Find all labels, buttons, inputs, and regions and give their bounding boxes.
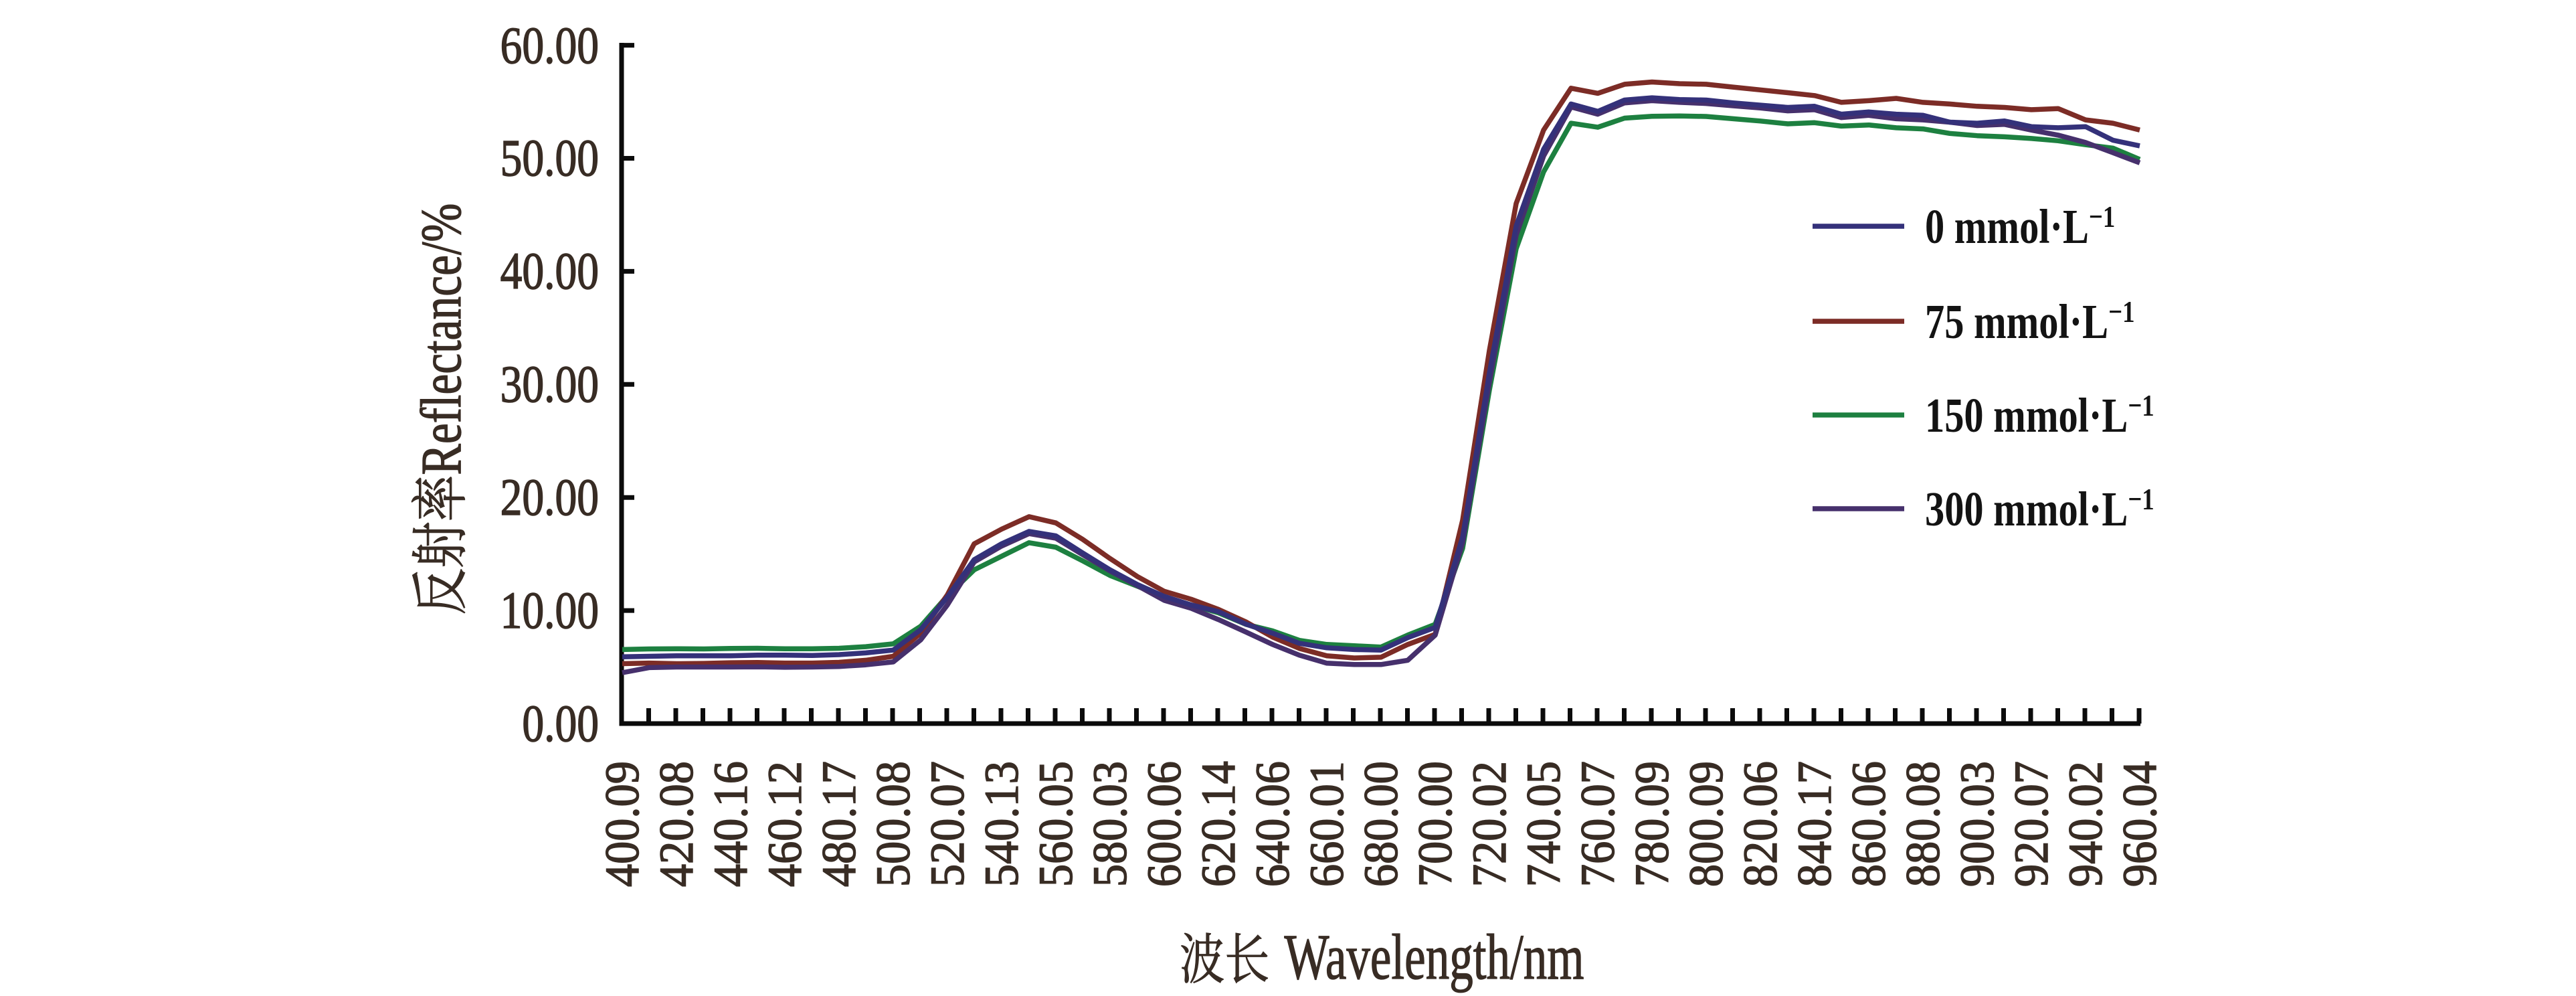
svg-text:780.09: 780.09 bbox=[1625, 761, 1679, 887]
svg-text:420.08: 420.08 bbox=[650, 761, 703, 887]
svg-text:Reflectance/%: Reflectance/% bbox=[409, 203, 473, 475]
svg-text:760.07: 760.07 bbox=[1571, 761, 1625, 887]
svg-text:620.14: 620.14 bbox=[1192, 761, 1245, 887]
svg-text:0 mmol·L−1: 0 mmol·L−1 bbox=[1925, 200, 2115, 254]
svg-text:20.00: 20.00 bbox=[500, 469, 599, 527]
svg-text:150 mmol·L−1: 150 mmol·L−1 bbox=[1925, 389, 2154, 443]
svg-text:520.07: 520.07 bbox=[921, 761, 974, 887]
svg-text:Wavelength/nm: Wavelength/nm bbox=[1285, 922, 1584, 993]
svg-text:660.01: 660.01 bbox=[1300, 761, 1354, 887]
svg-text:960.04: 960.04 bbox=[2113, 761, 2167, 887]
svg-text:500.08: 500.08 bbox=[866, 761, 920, 887]
svg-text:60.00: 60.00 bbox=[500, 17, 599, 75]
svg-text:700.00: 700.00 bbox=[1408, 761, 1462, 887]
svg-text:0.00: 0.00 bbox=[522, 695, 599, 753]
svg-text:580.03: 580.03 bbox=[1083, 761, 1137, 887]
svg-text:480.17: 480.17 bbox=[812, 761, 866, 887]
svg-text:50.00: 50.00 bbox=[500, 129, 599, 187]
svg-text:720.02: 720.02 bbox=[1463, 761, 1516, 887]
svg-text:440.16: 440.16 bbox=[704, 761, 757, 887]
svg-text:920.07: 920.07 bbox=[2005, 761, 2058, 887]
svg-text:10.00: 10.00 bbox=[500, 582, 599, 640]
svg-text:600.06: 600.06 bbox=[1137, 761, 1191, 887]
svg-text:75 mmol·L−1: 75 mmol·L−1 bbox=[1925, 295, 2134, 349]
svg-text:30.00: 30.00 bbox=[500, 355, 599, 414]
svg-text:460.12: 460.12 bbox=[758, 761, 812, 887]
svg-text:800.09: 800.09 bbox=[1679, 761, 1733, 887]
svg-text:900.03: 900.03 bbox=[1950, 761, 2004, 887]
svg-text:740.05: 740.05 bbox=[1517, 761, 1570, 887]
svg-text:680.00: 680.00 bbox=[1354, 761, 1408, 887]
svg-text:940.02: 940.02 bbox=[2059, 761, 2112, 887]
svg-text:560.05: 560.05 bbox=[1029, 761, 1083, 887]
svg-text:40.00: 40.00 bbox=[500, 242, 599, 301]
svg-text:860.06: 860.06 bbox=[1842, 761, 1896, 887]
svg-text:540.13: 540.13 bbox=[975, 761, 1028, 887]
svg-text:840.17: 840.17 bbox=[1788, 761, 1841, 887]
svg-text:400.09: 400.09 bbox=[595, 761, 649, 887]
svg-text:640.06: 640.06 bbox=[1246, 761, 1299, 887]
svg-text:880.08: 880.08 bbox=[1896, 761, 1950, 887]
svg-text:300 mmol·L−1: 300 mmol·L−1 bbox=[1925, 483, 2154, 537]
svg-text:820.06: 820.06 bbox=[1734, 761, 1787, 887]
